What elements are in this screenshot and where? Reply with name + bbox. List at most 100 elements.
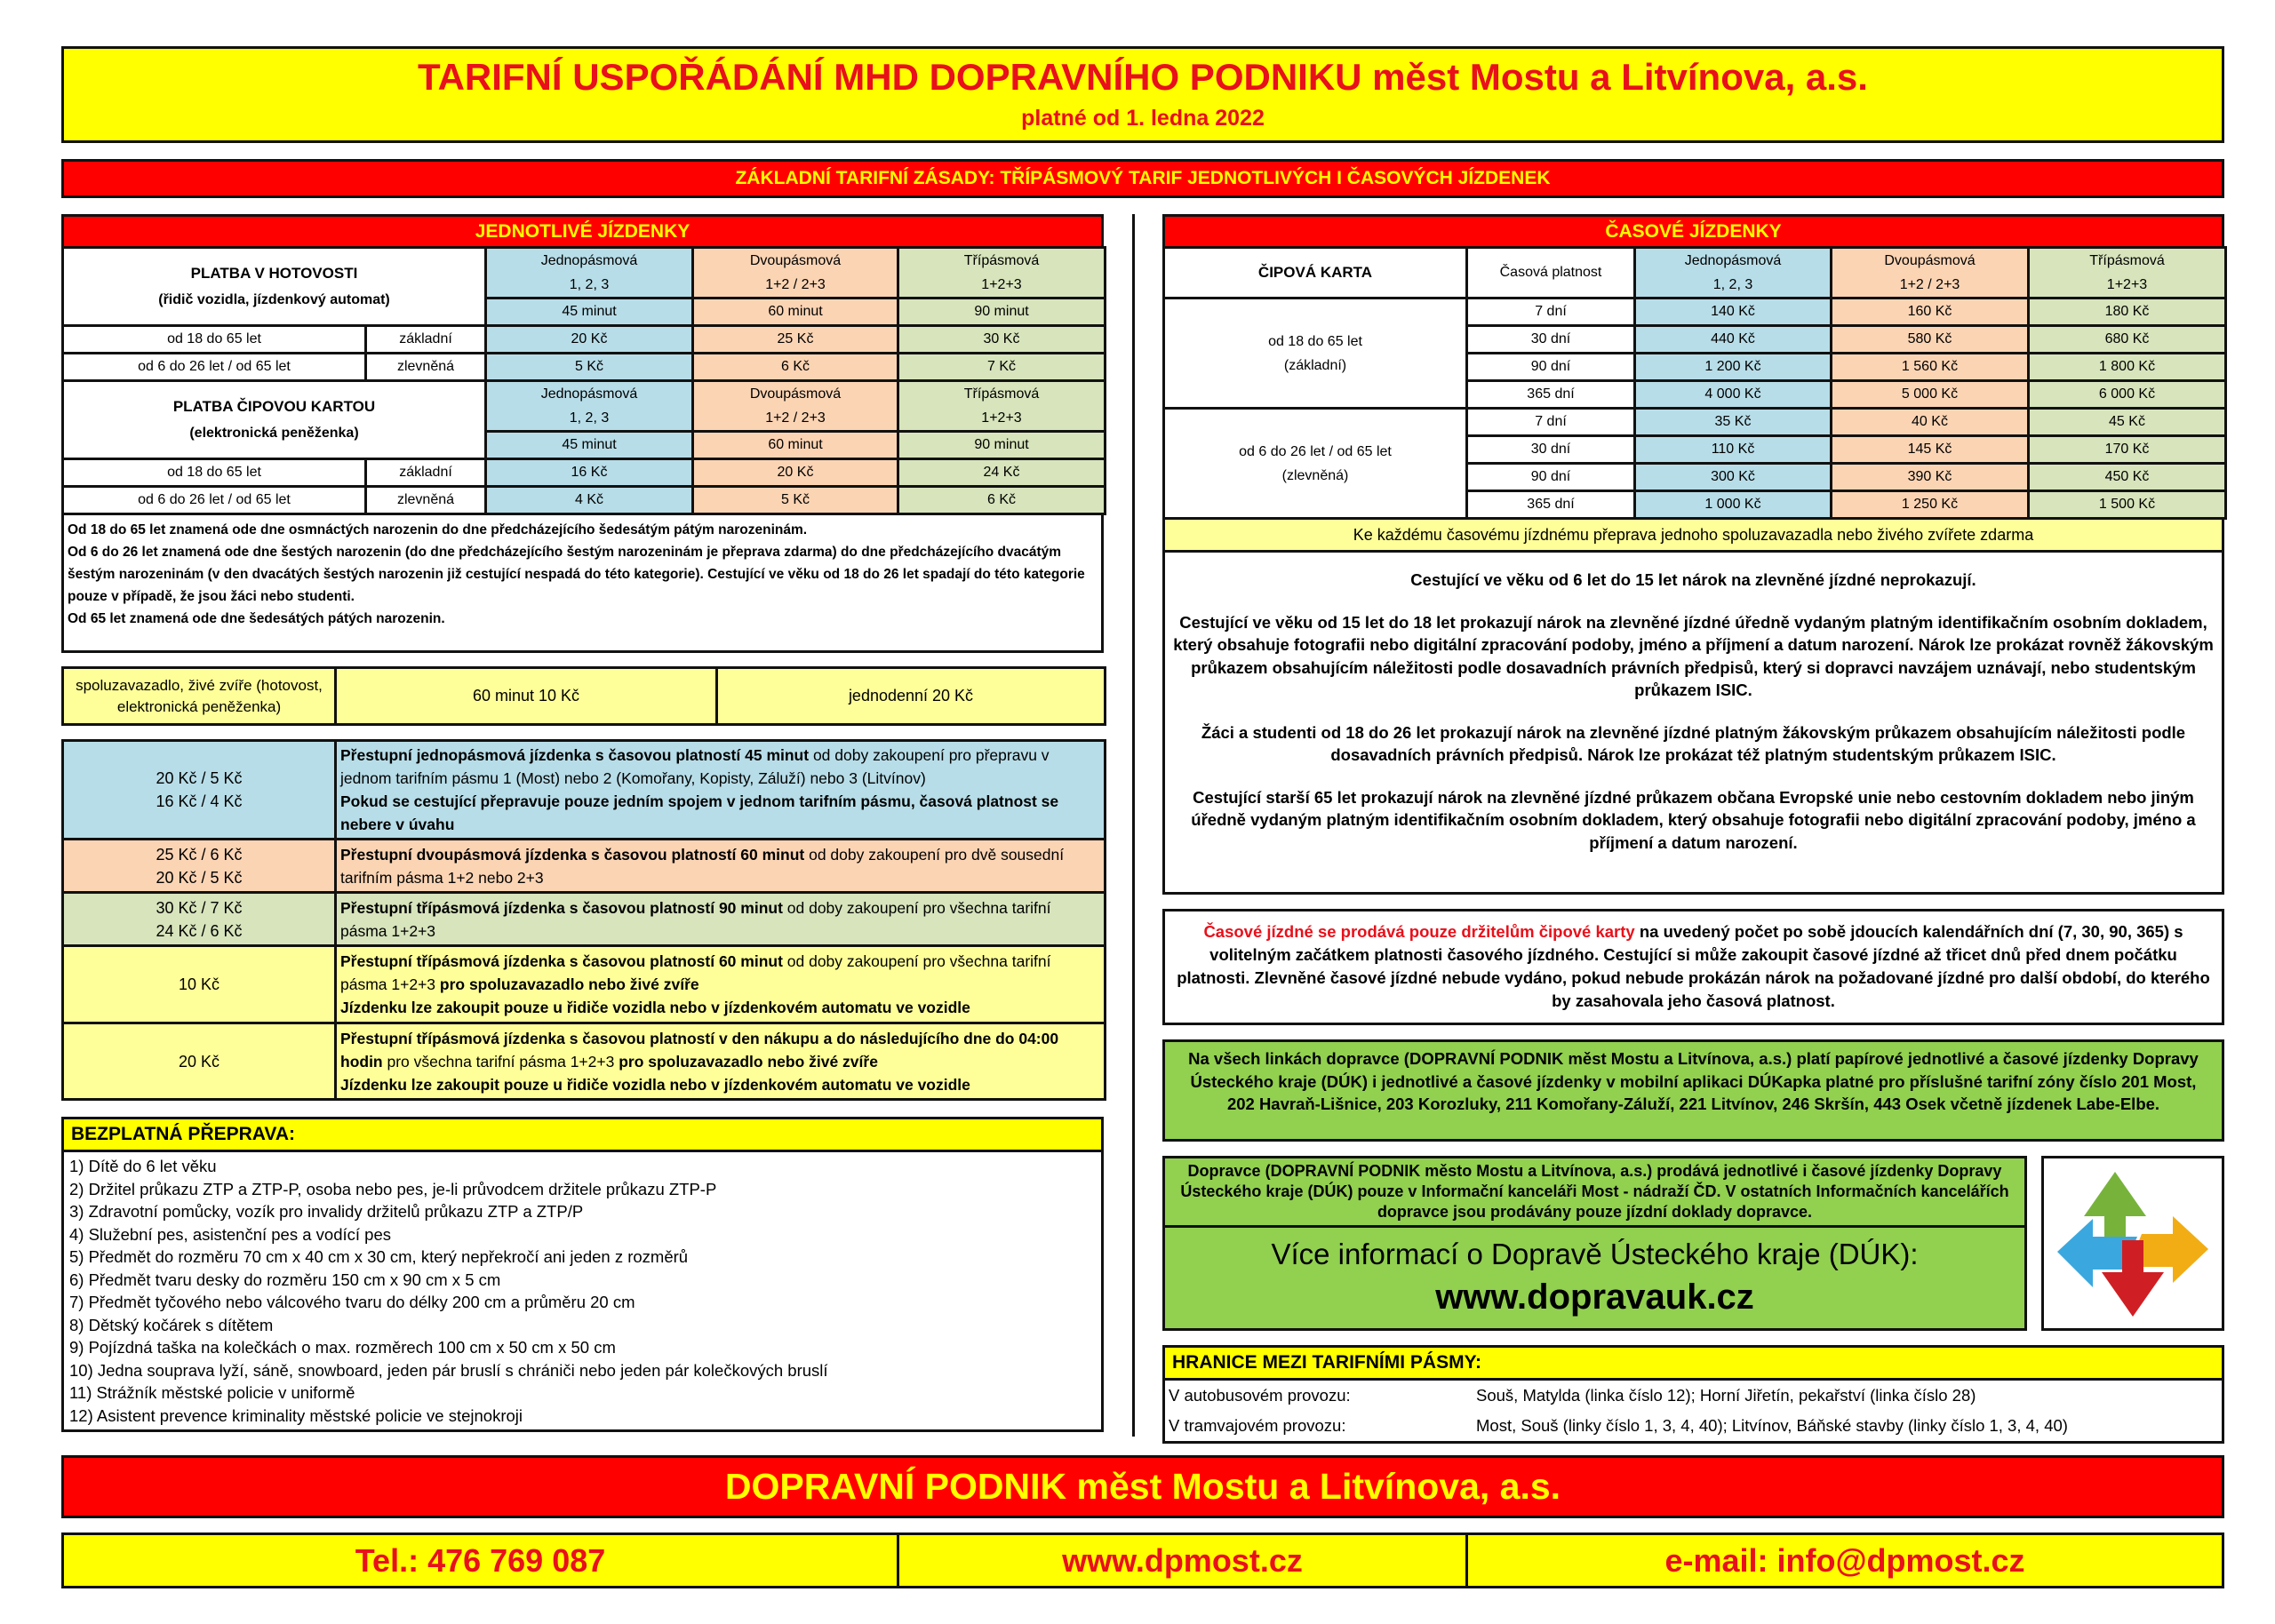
transfer-price: 20 Kč / 5 Kč 16 Kč / 4 Kč — [61, 739, 337, 840]
price-cell: 7 Kč — [897, 352, 1106, 382]
free-transport-item: 1) Dítě do 6 let věku — [69, 1157, 217, 1175]
companion-option-60min: 60 minut 10 Kč — [334, 666, 718, 726]
validity-days: 7 dní — [1465, 297, 1636, 327]
zone-code: 1, 2, 3 — [569, 410, 610, 426]
zone-name: Třípásmová — [963, 253, 1040, 268]
description-bold-text: pro spoluzavazadlo nebo živé zvíře — [439, 975, 699, 993]
zone-code: 1+2+3 — [981, 277, 1022, 292]
price-cell: 145 Kč — [1830, 434, 2030, 465]
zone-duration-row: 45 minut 60 minut 90 minut — [63, 430, 1106, 460]
companion-option-day: jednodenní 20 Kč — [715, 666, 1106, 726]
zone-border-row: V autobusovém provozu: Souš, Matylda (lin… — [1169, 1381, 2218, 1411]
description-bold-text: Jízdenku lze zakoupit pouze u řidiče voz… — [340, 1075, 970, 1094]
transfer-ticket-row: 25 Kč / 6 Kč 20 Kč / 5 Kč Přestupní dvoupá… — [61, 838, 1106, 894]
description-text: od doby zakoupení pro všechna tarifní pá… — [340, 898, 1051, 940]
validity-days: 90 dní — [1465, 352, 1636, 382]
price-cell: 20 Kč — [691, 458, 899, 488]
free-transport-item: 3) Zdravotní pomůcky, vozík pro invalidy… — [69, 1202, 584, 1221]
price-cell: 1 250 Kč — [1830, 490, 2030, 520]
zone-header-row: PLATBA V HOTOVOSTI (řidič vozidla, jízden… — [61, 246, 1106, 327]
age-group: od 6 do 26 let / od 65 let — [61, 352, 367, 382]
price-cell: 140 Kč — [1633, 297, 1832, 327]
age-group-sub: (základní) — [1283, 357, 1347, 373]
zone-name: Třípásmová — [2089, 253, 2165, 268]
price-cell: 4 000 Kč — [1633, 379, 1832, 410]
zone-borders-list: V autobusovém provozu: Souš, Matylda (lin… — [1165, 1381, 2222, 1441]
price-cell: 16 Kč — [484, 458, 694, 488]
price-cell: 440 Kč — [1633, 324, 1832, 354]
price-row: od 18 do 65 let základní 20 Kč 25 Kč 30 Kč — [61, 324, 1106, 354]
price-cell: 160 Kč — [1830, 297, 2030, 327]
price-line: 16 Kč / 4 Kč — [156, 792, 243, 810]
left-column: JEDNOTLIVÉ JÍZDENKY PLATBA V HOTOVOSTI (ř… — [61, 214, 1106, 1444]
free-transport-list: 1) Dítě do 6 let věku 2) Držitel průkazu … — [64, 1152, 1101, 1429]
season-eligibility-info: Cestující ve věku od 6 let do 15 let nár… — [1162, 550, 2224, 895]
free-transport-item: 5) Předmět do rozměru 70 cm x 40 cm x 30… — [69, 1247, 689, 1266]
zone-duration: 45 minut — [484, 430, 694, 460]
cash-payment-header: PLATBA V HOTOVOSTI (řidič vozidla, jízden… — [61, 246, 487, 327]
zone-header: Jednopásmová 1, 2, 3 — [1633, 246, 1832, 299]
zone-duration: 45 minut — [484, 297, 694, 327]
transfer-price: 30 Kč / 7 Kč 24 Kč / 6 Kč — [61, 891, 337, 947]
validity-days: 365 dní — [1465, 379, 1636, 410]
price-cell: 30 Kč — [897, 324, 1106, 354]
age-group: od 18 do 65 let — [61, 458, 367, 488]
price-cell: 5 Kč — [691, 485, 899, 515]
document-header: TARIFNÍ USPOŘÁDÁNÍ MHD DOPRAVNÍHO PODNIK… — [61, 46, 2224, 143]
footer-website-link[interactable]: www.dpmost.cz — [897, 1532, 1468, 1588]
duk-logo-box — [2041, 1156, 2224, 1331]
season-price-row: 90 dní 300 Kč 390 Kč 450 Kč — [1164, 462, 2227, 492]
zone-header: Třípásmová 1+2+3 — [897, 246, 1106, 299]
price-cell: 40 Kč — [1830, 407, 2030, 437]
description-text: od doby zakoupení pro dvě sousední tarif… — [340, 845, 1065, 887]
validity-days: 365 dní — [1465, 490, 1636, 520]
zone-border-value: Souš, Matylda (linka číslo 12); Horní Ji… — [1476, 1386, 1976, 1405]
season-tickets-table: ČIPOVÁ KARTA Časová platnost Jednopásmová 1… — [1162, 246, 2227, 520]
zone-duration-row: 45 minut 60 minut 90 minut — [63, 297, 1106, 327]
validity-days: 7 dní — [1465, 407, 1636, 437]
card-label-header: ČIPOVÁ KARTA — [1162, 246, 1468, 299]
column-divider-cell — [1104, 214, 1162, 1444]
price-cell: 24 Kč — [897, 458, 1106, 488]
free-transport-item: 9) Pojízdná taška na kolečkách o max. ro… — [69, 1338, 616, 1357]
transfer-tickets-table: 20 Kč / 5 Kč 16 Kč / 4 Kč Přestupní jednop… — [61, 739, 1106, 1101]
validity-days: 30 dní — [1465, 324, 1636, 354]
description-text: od doby zakoupení pro přepravu v jednom … — [340, 746, 1050, 787]
price-cell: 1 200 Kč — [1633, 352, 1832, 382]
season-header-row: ČIPOVÁ KARTA Časová platnost Jednopásmová 1… — [1162, 246, 2227, 299]
price-line: 10 Kč — [178, 975, 220, 993]
season-sale-rules: Časové jízdné se prodává pouze držitelům… — [1162, 909, 2224, 1025]
price-cell: 580 Kč — [1830, 324, 2030, 354]
season-price-row: od 6 do 26 let / od 65 let (zlevněná) 7 dn… — [1162, 407, 2227, 520]
transfer-price: 25 Kč / 6 Kč 20 Kč / 5 Kč — [61, 838, 337, 894]
zone-header: Dvoupásmová 1+2 / 2+3 — [1830, 246, 2030, 299]
description-bold-text: Přestupní třípásmová jízdenka s časovou … — [340, 898, 783, 917]
transfer-description: Přestupní třípásmová jízdenka s časovou … — [334, 944, 1106, 1024]
zone-header: Třípásmová 1+2+3 — [2027, 246, 2227, 299]
price-cell: 5 Kč — [484, 352, 694, 382]
zone-duration: 60 minut — [691, 297, 899, 327]
free-transport-item: 7) Předmět tyčového nebo válcového tvaru… — [69, 1293, 635, 1311]
price-cell: 6 000 Kč — [2027, 379, 2227, 410]
zone-header: Jednopásmová 1, 2, 3 — [484, 379, 694, 433]
footer-email-link[interactable]: e-mail: info@dpmost.cz — [1465, 1532, 2224, 1588]
info-paragraph: Cestující ve věku od 6 let do 15 let nár… — [1410, 570, 1976, 589]
duk-info-box: Dopravce (DOPRAVNÍ PODNIK město Mostu a … — [1162, 1156, 2027, 1331]
transfer-description: Přestupní třípásmová jízdenka s časovou … — [334, 1022, 1106, 1101]
zone-code: 1, 2, 3 — [1712, 277, 1753, 292]
transfer-description: Přestupní třípásmová jízdenka s časovou … — [334, 891, 1106, 947]
price-cell: 6 Kč — [691, 352, 899, 382]
duk-website-link[interactable]: www.dopravauk.cz — [1435, 1278, 1754, 1317]
description-bold-text: pro spoluzavazadlo nebo živé zvíře — [619, 1052, 878, 1071]
zone-header: Jednopásmová 1, 2, 3 — [484, 246, 694, 299]
free-transport-title: BEZPLATNÁ PŘEPRAVA: — [64, 1119, 1101, 1152]
description-text: pro všechna tarifní pásma 1+2+3 — [382, 1052, 619, 1071]
season-tickets-title: ČASOVÉ JÍZDENKY — [1162, 214, 2224, 249]
price-cell: 5 000 Kč — [1830, 379, 2030, 410]
payment-subtitle: (elektronická peněženka) — [189, 425, 359, 441]
footer-phone[interactable]: Tel.: 476 769 087 — [61, 1532, 899, 1588]
price-cell: 4 Kč — [484, 485, 694, 515]
companion-label: spoluzavazadlo, živé zvíře (hotovost, el… — [61, 666, 337, 726]
zone-code: 1, 2, 3 — [569, 277, 610, 292]
